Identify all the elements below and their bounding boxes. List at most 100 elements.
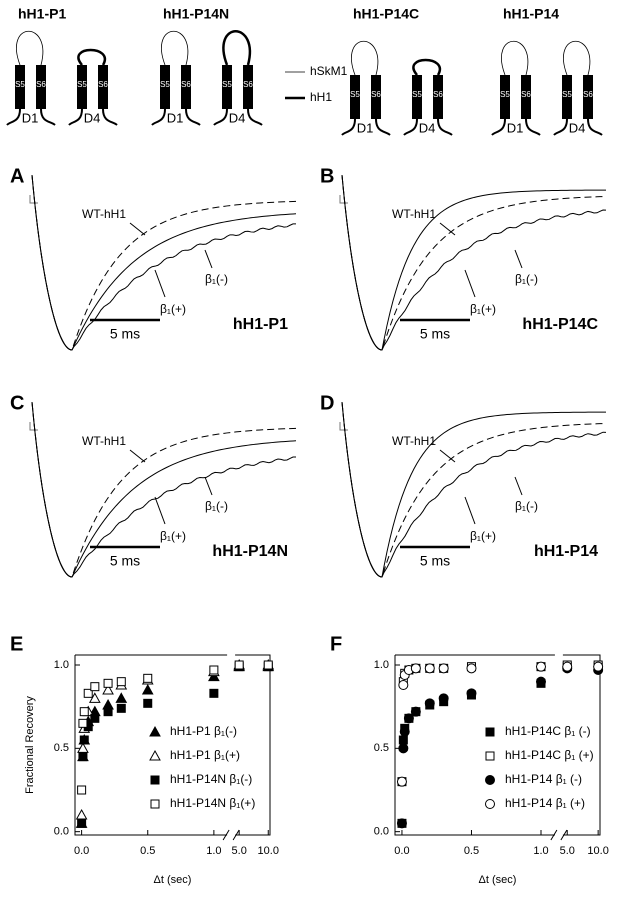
current-trace [31, 174, 297, 351]
arrow [464, 269, 476, 298]
segment [412, 75, 422, 119]
segment [181, 65, 191, 109]
construct-name: hH1-P14 [503, 6, 559, 22]
panel-name: hH1-P1 [233, 316, 288, 333]
data-point [77, 785, 87, 795]
trace-label: β₁(-) [205, 272, 228, 286]
scale-label: 5 ms [110, 326, 140, 342]
segment [583, 75, 593, 119]
data-point [103, 678, 113, 688]
y-tick-label: 1.0 [374, 659, 389, 671]
x-tick-label: 0.5 [464, 845, 479, 857]
data-point [83, 688, 93, 698]
trace-label: WT-hH1 [82, 207, 126, 221]
legend-marker [149, 725, 161, 737]
current-trace [341, 401, 607, 578]
trace-label: WT-hH1 [392, 434, 436, 448]
key-label: hH1 [310, 90, 332, 104]
scale-label: 5 ms [420, 553, 450, 569]
x-tick-label: 1.0 [206, 845, 221, 857]
cap-artifact [29, 195, 38, 204]
segment [15, 65, 25, 109]
trace-label: β₁(+) [160, 302, 186, 316]
data-point [466, 663, 477, 674]
y-axis-label: Fractional Recovery [24, 696, 36, 794]
trace-label: β₁(-) [515, 272, 538, 286]
legend-label: hH1-P1 β₁(-) [170, 724, 237, 738]
panel-letter: C [10, 392, 24, 414]
pore-loop [77, 48, 107, 66]
y-tick-label: 0.5 [374, 742, 389, 754]
data-point [90, 682, 100, 692]
segment [521, 75, 531, 119]
arrow [204, 476, 213, 496]
segment [371, 75, 381, 119]
pore-loop [501, 41, 529, 76]
linker [151, 108, 201, 126]
x-tick-label: 0.0 [394, 845, 409, 857]
legend-marker [485, 775, 495, 785]
legend-label: hH1-P14C β₁ (+) [505, 748, 594, 762]
data-point [438, 693, 449, 704]
data-point [424, 663, 435, 674]
construct-name: hH1-P14N [163, 6, 229, 22]
data-point [398, 743, 409, 754]
segment-label: S6 [36, 80, 46, 89]
legend-label: hH1-P14N β₁(+) [170, 796, 255, 810]
data-point [77, 818, 87, 828]
domain-label: D4 [569, 120, 586, 135]
y-tick-label: 0.0 [374, 826, 389, 838]
panel-letter: F [330, 633, 342, 655]
segment-label: S5 [77, 80, 87, 89]
pore-loop [161, 31, 189, 66]
linker [491, 118, 541, 136]
x-tick-label: 0.5 [140, 845, 155, 857]
panel-letter: A [10, 165, 24, 187]
data-point [209, 688, 219, 698]
key-label: hSkM1 [310, 64, 348, 78]
trace-label: β₁(-) [205, 499, 228, 513]
current-trace [341, 174, 607, 351]
data-point [535, 676, 546, 687]
linker [341, 118, 391, 136]
data-point [396, 776, 407, 787]
linker [68, 108, 118, 126]
legend-marker [150, 775, 160, 785]
data-point [424, 698, 435, 709]
current-trace [31, 401, 297, 578]
data-point [438, 663, 449, 674]
data-point [410, 663, 421, 674]
data-point [143, 698, 153, 708]
segment [36, 65, 46, 109]
data-point [399, 726, 410, 737]
data-point [78, 752, 88, 762]
data-point [562, 661, 573, 672]
segment [500, 75, 510, 119]
segment-label: S5 [350, 90, 360, 99]
legend-marker [485, 751, 495, 761]
axis-frame [74, 654, 271, 836]
segment-label: S5 [222, 80, 232, 89]
x-tick-label: 5.0 [560, 845, 575, 857]
data-point [234, 660, 244, 670]
data-point [90, 713, 100, 723]
legend-label: hH1-P1 β₁(+) [170, 748, 240, 762]
data-point [263, 660, 273, 670]
data-point [75, 808, 88, 820]
panel-name: hH1-P14C [522, 316, 598, 333]
pore-loop [563, 41, 591, 76]
x-axis-label: Δt (sec) [154, 874, 192, 886]
segment [433, 75, 443, 119]
legend-label: hH1-P14C β₁ (-) [505, 724, 591, 738]
arrow [439, 222, 456, 236]
data-point [410, 706, 421, 717]
segment [222, 65, 232, 109]
data-point [466, 688, 477, 699]
panel-letter: D [320, 392, 334, 414]
construct-name: hH1-P1 [18, 6, 66, 22]
panel-letter: E [10, 633, 23, 655]
data-point [143, 673, 153, 683]
arrow [439, 449, 456, 463]
arrow [204, 249, 213, 269]
x-tick-label: 1.0 [533, 845, 548, 857]
